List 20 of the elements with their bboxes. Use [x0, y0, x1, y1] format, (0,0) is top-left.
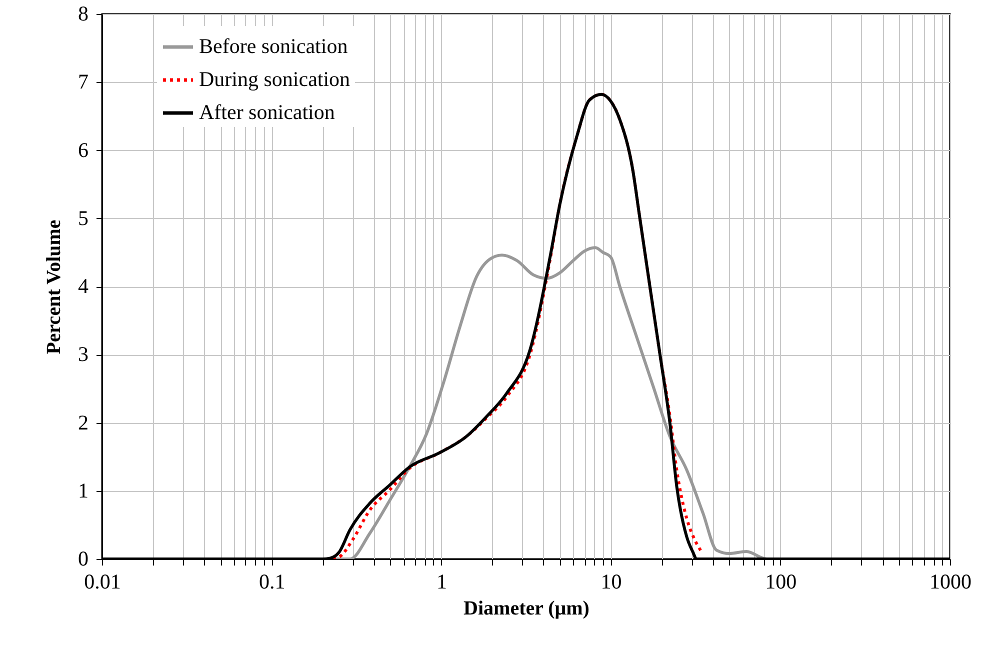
x-axis-title: Diameter (μm) [464, 598, 590, 620]
x-tick-label: 0.01 [84, 570, 121, 594]
legend-label: After sonication [199, 100, 336, 124]
y-tick-label: 5 [78, 206, 88, 230]
y-tick-label: 7 [78, 70, 88, 94]
x-tick-label: 1000 [930, 570, 972, 594]
y-tick-label: 4 [78, 274, 89, 298]
y-tick-label: 3 [78, 342, 88, 366]
y-tick-label: 8 [78, 2, 88, 26]
x-tick-label: 0.1 [258, 570, 286, 594]
y-tick-label: 6 [78, 138, 88, 162]
x-tick-label: 10 [600, 570, 622, 594]
y-tick-label: 2 [78, 410, 88, 434]
legend-label: During sonication [199, 67, 351, 91]
x-tick-label: 1 [436, 570, 447, 594]
y-tick-label: 1 [78, 478, 88, 502]
y-axis-title: Percent Volume [43, 220, 65, 354]
x-tick-label: 100 [765, 570, 797, 594]
y-tick-label: 0 [78, 546, 88, 570]
legend-label: Before sonication [199, 34, 348, 58]
